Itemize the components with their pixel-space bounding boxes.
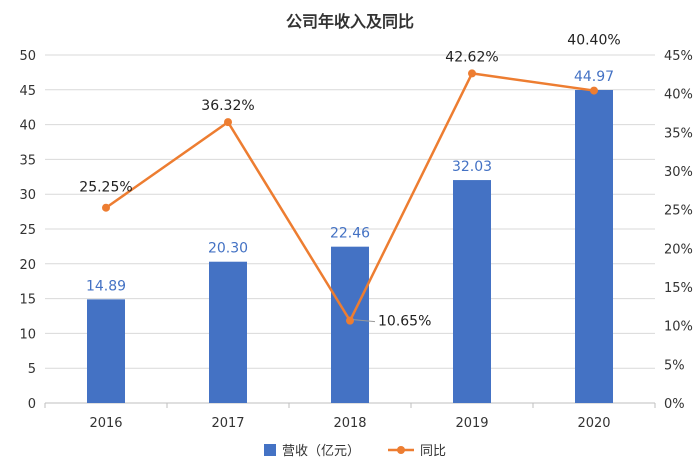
x-tick-label: 2019 — [455, 416, 488, 431]
legend-marker-line — [397, 446, 405, 454]
left-tick-label: 35 — [19, 153, 36, 168]
legend-label-line: 同比 — [420, 444, 446, 459]
line-series — [102, 69, 598, 325]
bar — [209, 261, 247, 403]
left-tick-label: 0 — [28, 397, 36, 412]
right-tick-label: 0% — [664, 397, 685, 412]
left-tick-label: 45 — [19, 84, 36, 99]
bar — [575, 90, 613, 404]
right-tick-label: 30% — [664, 165, 693, 180]
bar-data-label: 32.03 — [452, 159, 492, 175]
leader-line — [352, 319, 376, 323]
line-data-label: 25.25% — [79, 180, 132, 196]
left-tick-label: 50 — [19, 49, 36, 64]
bar — [453, 180, 491, 403]
x-axis-ticks: 2016 2017 2018 2019 2020 — [44, 403, 656, 431]
right-axis-ticks: 0% 5% 10% 15% 20% 25% 30% 35% 40% 45% — [664, 49, 693, 412]
legend-swatch-bar — [264, 444, 276, 456]
bar-data-label: 22.46 — [330, 226, 370, 242]
bar-data-label: 14.89 — [86, 278, 126, 294]
legend: 营收（亿元） 同比 — [264, 444, 446, 459]
left-tick-label: 5 — [28, 362, 36, 377]
right-tick-label: 20% — [664, 242, 693, 257]
x-tick-label: 2020 — [577, 416, 610, 431]
data-labels: 14.89 20.30 22.46 32.03 44.97 25.25% 36.32% 10.… — [79, 33, 620, 330]
right-tick-label: 10% — [664, 320, 693, 335]
line-data-label: 42.62% — [445, 49, 498, 65]
x-tick-label: 2018 — [333, 416, 366, 431]
x-tick-label: 2017 — [211, 416, 244, 431]
left-tick-label: 40 — [19, 119, 36, 134]
line-point — [224, 118, 232, 127]
line-data-label: 10.65% — [378, 314, 431, 330]
line-point — [468, 69, 476, 78]
bar-series — [87, 90, 613, 404]
line-data-label: 36.32% — [201, 98, 254, 114]
bar-data-label: 44.97 — [574, 69, 614, 85]
left-tick-label: 25 — [19, 223, 36, 238]
right-tick-label: 5% — [664, 358, 685, 373]
left-tick-label: 10 — [19, 327, 36, 342]
chart-title: 公司年收入及同比 — [286, 12, 414, 31]
bar — [87, 299, 125, 403]
line-point — [590, 86, 598, 95]
bar-data-label: 20.30 — [208, 241, 248, 257]
line-data-label: 40.40% — [567, 33, 620, 49]
right-tick-label: 45% — [664, 49, 693, 64]
left-tick-label: 15 — [19, 293, 36, 308]
right-tick-label: 40% — [664, 88, 693, 103]
right-tick-label: 15% — [664, 281, 693, 296]
right-tick-label: 35% — [664, 126, 693, 141]
left-tick-label: 20 — [19, 258, 36, 273]
left-tick-label: 30 — [19, 188, 36, 203]
right-tick-label: 25% — [664, 204, 693, 219]
x-tick-label: 2016 — [89, 416, 122, 431]
bar — [331, 246, 369, 403]
line-point — [102, 203, 110, 212]
legend-label-bar: 营收（亿元） — [282, 444, 360, 459]
left-axis-ticks: 0 5 10 15 20 25 30 35 40 45 50 — [19, 49, 36, 412]
line-point — [346, 316, 354, 325]
